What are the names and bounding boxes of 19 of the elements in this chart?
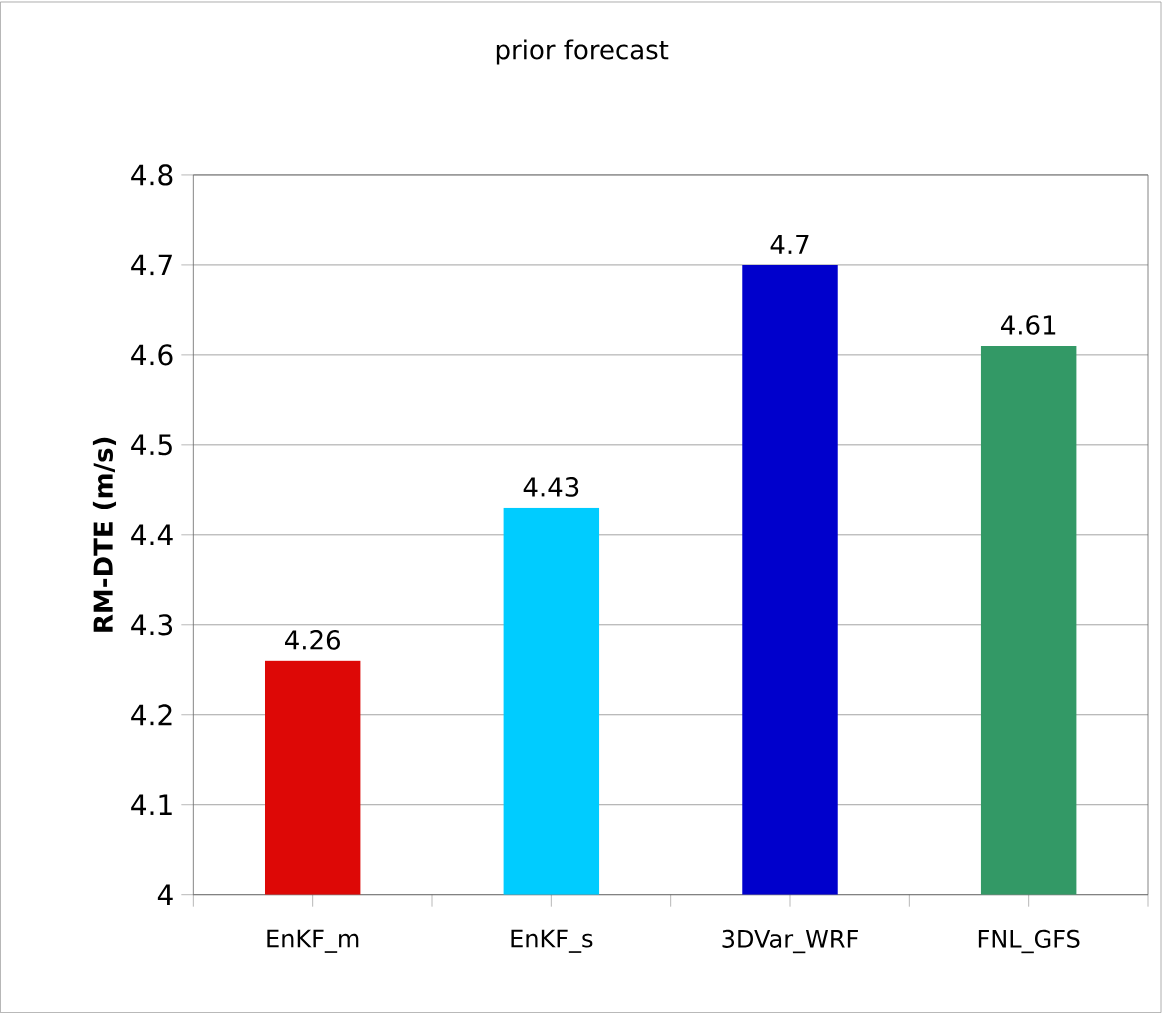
y-tick-label: 4.6 xyxy=(131,344,173,366)
chart-title: prior forecast xyxy=(496,39,669,65)
y-tick-label: 4.4 xyxy=(131,524,173,545)
y-tick-label: 4.8 xyxy=(131,164,173,186)
y-tick-label: 4.5 xyxy=(131,434,172,456)
y-tick-label: 4.2 xyxy=(131,704,172,726)
y-tick-label: 4 xyxy=(157,884,173,905)
x-tick-label: 3DVar_WRF xyxy=(722,929,858,954)
y-axis-title: RM-DTE (m/s) xyxy=(92,437,117,632)
y-tick-label: 4.7 xyxy=(131,254,172,276)
x-tick-label: EnKF_m xyxy=(267,929,359,953)
data-label: 4.26 xyxy=(284,630,340,650)
x-tick-label: EnKF_s xyxy=(511,929,593,953)
y-tick-label: 4.3 xyxy=(131,614,173,636)
x-tick-label: FNL_GFS xyxy=(978,929,1080,954)
data-label: 4.7 xyxy=(770,234,809,254)
data-label: 4.61 xyxy=(1000,315,1056,335)
y-tick-label: 4.1 xyxy=(131,794,172,815)
data-label: 4.43 xyxy=(523,477,579,497)
